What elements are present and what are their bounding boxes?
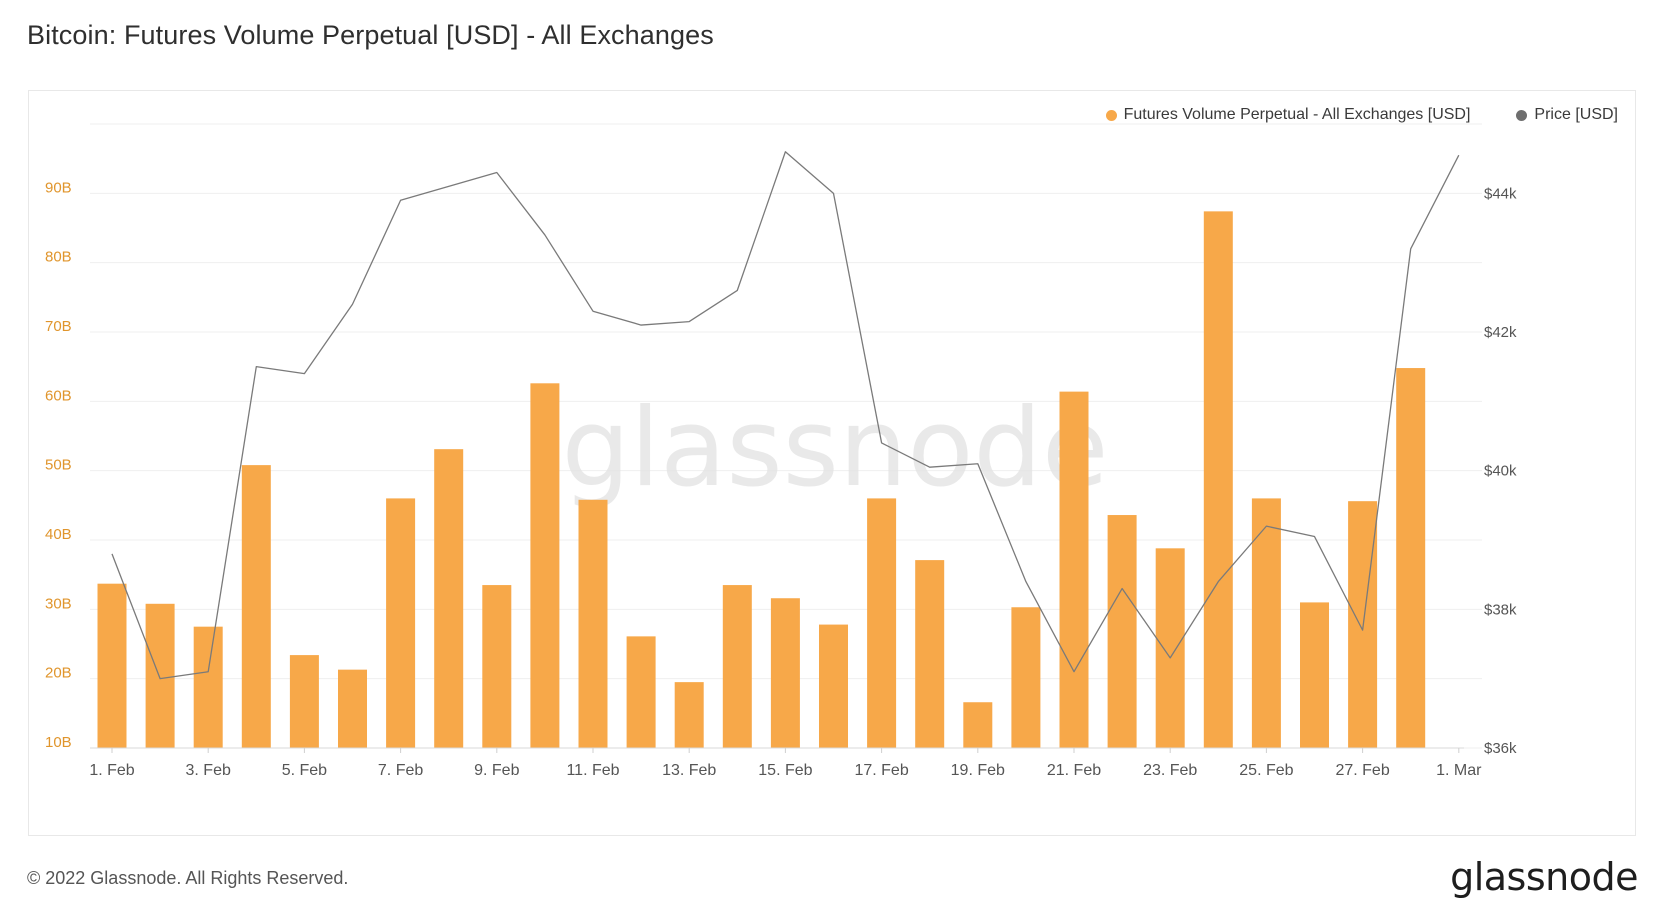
price-line[interactable] — [111, 151, 1460, 680]
volume-bar[interactable] — [1155, 548, 1185, 748]
volume-bar[interactable] — [338, 669, 367, 748]
left-axis: 10B 20B 30B 40B 50B 60B 70B 80B 90B — [45, 179, 72, 751]
volume-bar[interactable] — [770, 598, 800, 748]
volume-bar[interactable] — [530, 383, 560, 748]
x-axis-tick-label: 27. Feb — [1335, 762, 1389, 779]
left-axis-tick-label: 30B — [45, 595, 72, 612]
volume-bar[interactable] — [1300, 602, 1329, 748]
x-axis-tick-label: 11. Feb — [566, 762, 619, 779]
left-axis-tick-label: 90B — [45, 179, 72, 196]
volume-bar[interactable] — [386, 498, 416, 748]
chart-panel — [28, 90, 1636, 836]
volume-bar[interactable] — [915, 560, 945, 748]
x-axis-tick-label: 19. Feb — [951, 762, 1005, 779]
volume-bar[interactable] — [1011, 607, 1041, 748]
volume-bar[interactable] — [193, 626, 223, 748]
x-axis-tick-label: 21. Feb — [1047, 762, 1101, 779]
right-axis-tick-label: $42k — [1484, 324, 1517, 341]
volume-bar[interactable] — [289, 655, 319, 748]
chart-title: Bitcoin: Futures Volume Perpetual [USD] … — [27, 20, 714, 50]
volume-bar[interactable] — [867, 498, 897, 748]
volume-bars — [97, 211, 1426, 749]
legend-price-dot-icon — [1516, 109, 1528, 121]
volume-bar[interactable] — [1396, 368, 1426, 748]
x-axis-tick-label: 1. Mar — [1436, 762, 1482, 779]
volume-bar[interactable] — [1107, 515, 1137, 748]
volume-bar[interactable] — [97, 583, 127, 748]
volume-bar[interactable] — [578, 499, 608, 748]
volume-bar[interactable] — [722, 585, 752, 748]
left-axis-tick-label: 50B — [45, 457, 72, 474]
right-axis-tick-label: $38k — [1484, 601, 1517, 618]
x-axis-tick-label: 7. Feb — [378, 762, 423, 779]
right-axis-tick-label: $40k — [1484, 463, 1517, 480]
x-axis-tick-label: 15. Feb — [758, 762, 812, 779]
volume-bar[interactable] — [434, 449, 464, 748]
brand-logo: glassnode — [1450, 855, 1638, 899]
x-axis-tick-label: 23. Feb — [1143, 762, 1197, 779]
x-axis-tick-label: 5. Feb — [282, 762, 327, 779]
copyright: © 2022 Glassnode. All Rights Reserved. — [27, 868, 349, 888]
price-line-group — [111, 151, 1460, 680]
x-axis-tick-label: 1. Feb — [89, 762, 134, 779]
legend-item-volume[interactable]: Futures Volume Perpetual - All Exchanges… — [1105, 106, 1471, 124]
watermark: glassnode — [562, 386, 1109, 511]
legend-item-price[interactable]: Price [USD] — [1516, 106, 1618, 124]
left-axis-tick-label: 80B — [45, 249, 72, 266]
volume-bar[interactable] — [482, 585, 512, 748]
left-axis-tick-label: 70B — [45, 318, 72, 335]
left-axis-tick-label: 40B — [45, 526, 72, 543]
legend-volume-label: Futures Volume Perpetual - All Exchanges… — [1123, 106, 1471, 123]
x-axis-tick-label: 25. Feb — [1239, 762, 1293, 779]
right-axis: $36k $38k $40k $42k $44k — [1484, 185, 1517, 757]
volume-bar[interactable] — [626, 636, 656, 748]
legend-price-label: Price [USD] — [1534, 106, 1618, 123]
right-axis-tick-label: $44k — [1484, 185, 1517, 202]
left-axis-tick-label: 10B — [45, 734, 72, 751]
legend: Futures Volume Perpetual - All Exchanges… — [1105, 106, 1618, 124]
right-axis-tick-label: $36k — [1484, 740, 1517, 757]
x-axis-tick-label: 13. Feb — [662, 762, 716, 779]
volume-bar[interactable] — [241, 465, 271, 748]
volume-bar[interactable] — [1059, 391, 1089, 748]
legend-volume-dot-icon — [1105, 109, 1117, 121]
x-axis-tick-label: 9. Feb — [474, 762, 519, 779]
volume-bar[interactable] — [1251, 498, 1281, 748]
volume-bar[interactable] — [674, 682, 704, 748]
volume-bar[interactable] — [1203, 211, 1233, 749]
x-axis-tick-label: 3. Feb — [186, 762, 231, 779]
x-axis: 1. Feb 3. Feb 5. Feb 7. Feb 9. Feb 11. Feb 13.… — [89, 747, 1482, 779]
left-axis-tick-label: 60B — [45, 387, 72, 404]
volume-bar[interactable] — [963, 702, 993, 748]
volume-bar[interactable] — [819, 624, 848, 748]
x-axis-tick-label: 17. Feb — [854, 762, 908, 779]
volume-bar[interactable] — [145, 603, 175, 748]
volume-bar[interactable] — [1348, 501, 1378, 748]
left-axis-tick-label: 20B — [45, 665, 72, 682]
